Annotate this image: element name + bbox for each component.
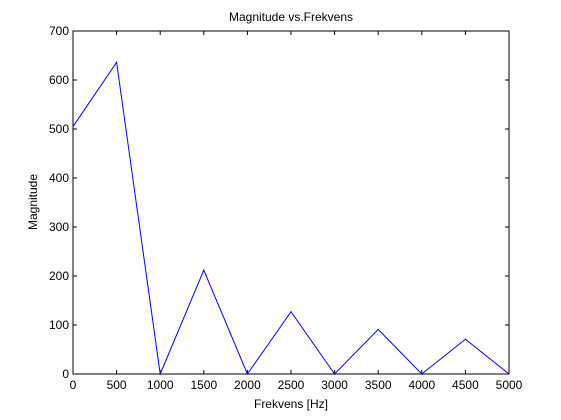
- y-tick-label: 100: [49, 318, 69, 332]
- data-point: [159, 373, 161, 375]
- y-tick-label: 0: [62, 367, 69, 381]
- data-point: [290, 311, 292, 313]
- x-tick-label: 500: [107, 378, 127, 392]
- series-layer: [72, 61, 510, 376]
- y-axis-label: Magnitude: [26, 174, 40, 230]
- x-tick-label: 1000: [147, 378, 174, 392]
- x-tick-label: 1500: [190, 378, 217, 392]
- data-point: [377, 328, 379, 331]
- x-tick-label: 3000: [321, 378, 348, 392]
- data-point: [334, 373, 336, 375]
- y-tick-label: 300: [49, 220, 69, 234]
- x-axis-label: Frekvens [Hz]: [254, 397, 328, 411]
- data-point: [203, 269, 205, 271]
- data-point: [116, 61, 118, 63]
- plot-area: [72, 30, 510, 375]
- x-tick-label: 4500: [452, 378, 479, 392]
- x-tick-label: 0: [70, 378, 77, 392]
- x-tick-label: 4000: [408, 378, 435, 392]
- x-tick-label: 2500: [278, 378, 305, 392]
- y-tick-label: 400: [49, 171, 69, 185]
- data-point: [72, 125, 74, 128]
- x-tick-label: 3500: [365, 378, 392, 392]
- data-point: [246, 373, 248, 375]
- axis-ticks: 0 500 1000 1500 2000 2500 3000 3500 4000 4500 5000…: [49, 24, 523, 392]
- x-tick-label: 2000: [234, 378, 261, 392]
- y-tick-label: 200: [49, 269, 69, 283]
- data-point: [464, 338, 466, 340]
- data-point: [508, 373, 510, 375]
- data-point: [421, 373, 423, 375]
- y-tick-label: 600: [49, 73, 69, 87]
- y-tick-label: 700: [49, 24, 69, 38]
- y-tick-label: 500: [49, 122, 69, 136]
- x-tick-label: 5000: [496, 378, 523, 392]
- chart-title: Magnitude vs.Frekvens: [229, 10, 353, 24]
